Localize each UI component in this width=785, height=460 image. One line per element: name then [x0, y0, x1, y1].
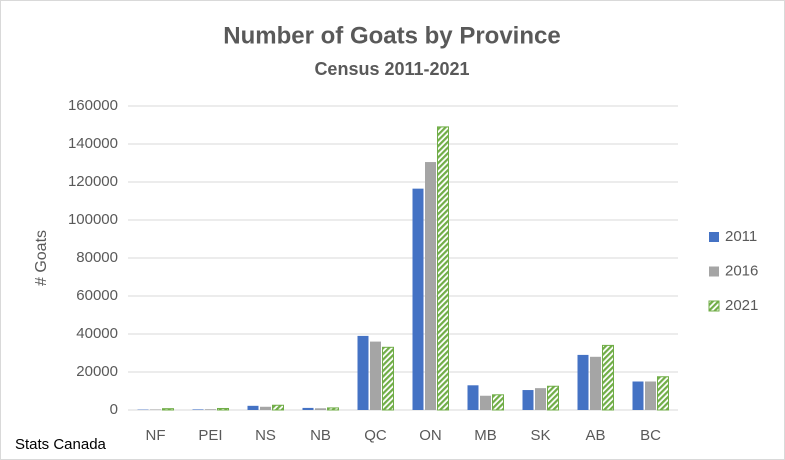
bar [480, 395, 491, 410]
x-tick-label: MB [474, 427, 497, 444]
bar [437, 126, 449, 411]
chart-title: Number of Goats by Province [223, 22, 560, 49]
y-tick-label: 160000 [68, 97, 118, 114]
x-tick-label: AB [585, 427, 605, 444]
bar [535, 388, 546, 410]
x-tick-label: QC [364, 427, 387, 444]
x-tick-label: ON [419, 427, 442, 444]
source-note: Stats Canada [15, 436, 107, 453]
bar [192, 409, 204, 410]
x-tick-label: PEI [198, 427, 222, 444]
x-tick-label: NB [310, 427, 331, 444]
chart-subtitle: Census 2011-2021 [314, 59, 469, 79]
bar [547, 385, 559, 411]
y-tick-label: 100000 [68, 211, 118, 228]
bar [577, 354, 589, 410]
legend-label: 2021 [725, 297, 758, 314]
bar [467, 385, 479, 410]
y-tick-label: 80000 [76, 249, 118, 266]
x-tick-label: NF [146, 427, 166, 444]
y-tick-label: 120000 [68, 173, 118, 190]
bar [217, 407, 229, 411]
bar [522, 390, 534, 410]
x-tick-label: SK [530, 427, 550, 444]
y-tick-label: 140000 [68, 135, 118, 152]
bar [590, 356, 601, 410]
bar [205, 409, 216, 410]
y-axis-label: # Goats [33, 230, 50, 286]
y-tick-label: 0 [110, 401, 118, 418]
legend-swatch [708, 300, 720, 312]
bar [412, 188, 424, 410]
y-tick-label: 20000 [76, 363, 118, 380]
bar [162, 408, 174, 411]
bar [645, 381, 656, 410]
bar [357, 335, 369, 410]
y-tick-label: 60000 [76, 287, 118, 304]
bar [272, 404, 284, 411]
bar [657, 376, 669, 411]
bar [315, 408, 326, 410]
bar [382, 346, 394, 411]
bar [370, 341, 381, 410]
legend-swatch [709, 232, 719, 242]
bar [260, 406, 271, 410]
bar [247, 405, 259, 410]
x-tick-label: NS [255, 427, 276, 444]
y-tick-label: 40000 [76, 325, 118, 342]
bar [492, 394, 504, 411]
bar [302, 407, 314, 410]
bar [602, 344, 614, 411]
bar [425, 162, 436, 410]
bar [150, 409, 161, 410]
legend-label: 2016 [725, 262, 758, 279]
bar [327, 407, 339, 411]
legend-label: 2011 [725, 228, 757, 245]
x-tick-label: BC [640, 427, 661, 444]
bar [632, 381, 644, 410]
legend-swatch [709, 266, 719, 277]
